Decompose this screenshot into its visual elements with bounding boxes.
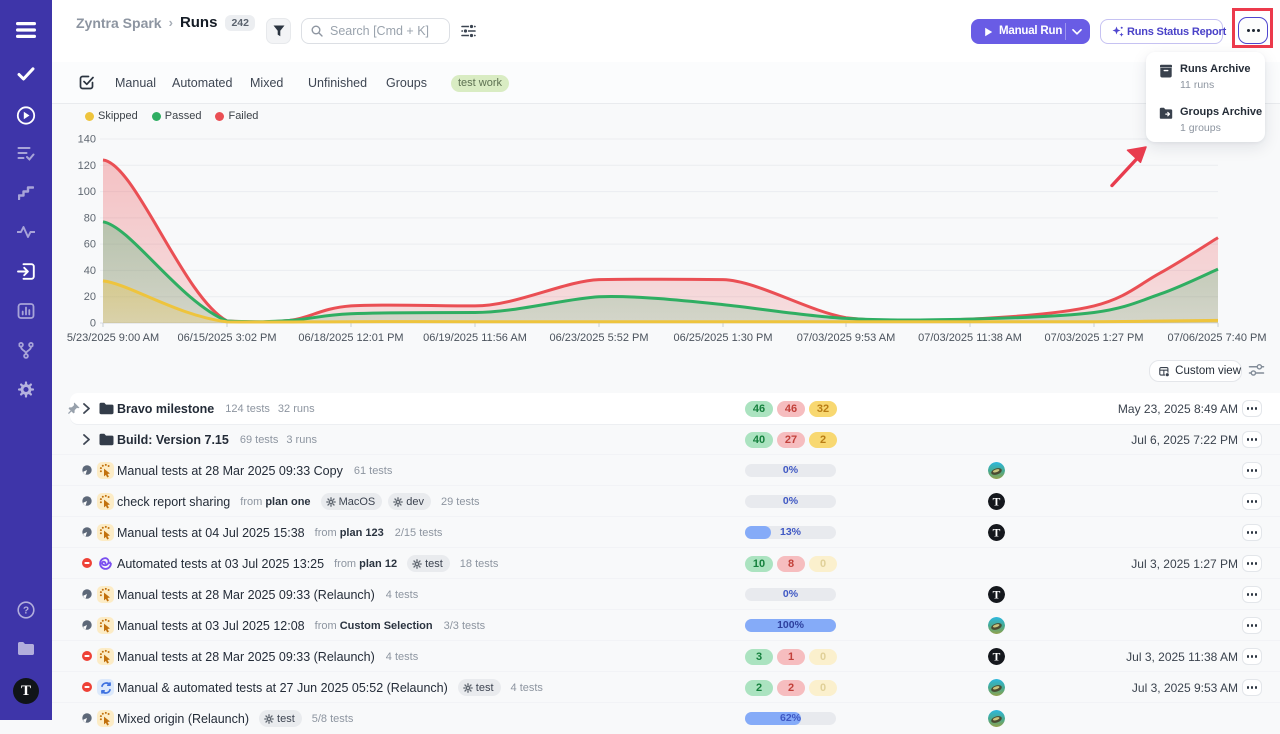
svg-text:40: 40 <box>84 265 96 277</box>
svg-text:80: 80 <box>84 212 96 224</box>
svg-text:06/18/2025 12:01 PM: 06/18/2025 12:01 PM <box>298 332 403 344</box>
svg-text:07/03/2025 1:27 PM: 07/03/2025 1:27 PM <box>1044 332 1143 344</box>
svg-text:20: 20 <box>84 291 96 303</box>
svg-text:07/06/2025 7:40 PM: 07/06/2025 7:40 PM <box>1167 332 1266 344</box>
svg-text:06/25/2025 1:30 PM: 06/25/2025 1:30 PM <box>673 332 772 344</box>
svg-text:06/19/2025 11:56 AM: 06/19/2025 11:56 AM <box>423 332 527 344</box>
svg-text:0: 0 <box>90 318 96 330</box>
svg-text:140: 140 <box>78 134 96 146</box>
svg-text:07/03/2025 11:38 AM: 07/03/2025 11:38 AM <box>918 332 1022 344</box>
svg-text:?: ? <box>23 606 29 617</box>
svg-text:07/03/2025 9:53 AM: 07/03/2025 9:53 AM <box>797 332 895 344</box>
svg-text:5/23/2025 9:00 AM: 5/23/2025 9:00 AM <box>67 332 159 344</box>
svg-text:100: 100 <box>78 186 96 198</box>
svg-text:120: 120 <box>78 160 96 172</box>
svg-text:06/23/2025 5:52 PM: 06/23/2025 5:52 PM <box>549 332 648 344</box>
svg-text:60: 60 <box>84 239 96 251</box>
svg-text:06/15/2025 3:02 PM: 06/15/2025 3:02 PM <box>177 332 276 344</box>
